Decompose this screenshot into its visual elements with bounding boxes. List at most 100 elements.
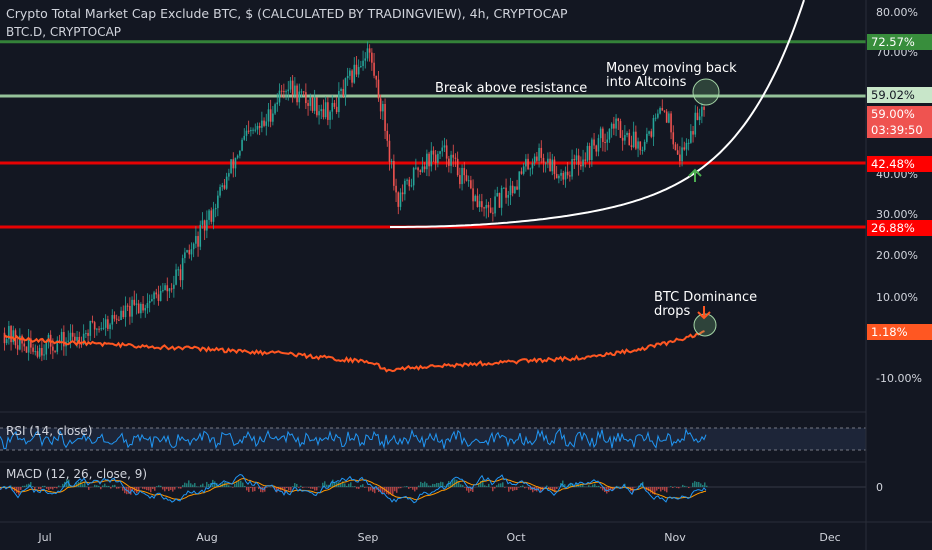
candle-body — [419, 170, 422, 172]
macd-histogram-bar — [418, 485, 420, 487]
macd-histogram-bar — [164, 487, 166, 492]
macd-histogram-bar — [500, 483, 502, 487]
candle-body — [329, 111, 331, 120]
macd-histogram-bar — [654, 487, 656, 495]
macd-histogram-bar — [152, 487, 154, 489]
candle-body — [96, 328, 98, 330]
candle-body — [133, 299, 136, 305]
macd-histogram-bar — [170, 487, 172, 490]
macd-histogram-bar — [158, 485, 160, 487]
macd-histogram-bar — [554, 487, 556, 493]
macd-histogram-bar — [570, 482, 572, 487]
macd-histogram-bar — [206, 481, 208, 487]
macd-histogram-bar — [214, 481, 216, 487]
macd-histogram-bar — [172, 487, 174, 492]
macd-histogram-bar — [666, 487, 668, 493]
macd-histogram-bar — [552, 487, 554, 491]
macd-histogram-bar — [436, 482, 438, 487]
candle-body — [179, 269, 182, 281]
macd-histogram-bar — [468, 487, 470, 493]
candle-body — [140, 303, 142, 314]
candle-body — [683, 147, 686, 150]
macd-histogram-bar — [236, 481, 238, 487]
candle-body — [148, 301, 151, 303]
candle-body — [195, 236, 197, 244]
candle-body — [558, 175, 560, 179]
up-arrow-icon — [688, 168, 702, 182]
macd-histogram-bar — [520, 486, 522, 487]
candle-body — [225, 176, 228, 189]
macd-histogram-bar — [58, 485, 60, 487]
macd-histogram-bar — [362, 484, 364, 487]
macd-line — [0, 473, 707, 504]
candle-body — [529, 168, 532, 170]
macd-histogram-bar — [354, 486, 356, 487]
macd-histogram-bar — [692, 482, 694, 487]
candle-body — [401, 192, 404, 195]
macd-histogram-bar — [334, 482, 336, 487]
candle-body — [228, 173, 230, 177]
macd-histogram-bar — [282, 487, 284, 491]
macd-histogram-bar — [702, 485, 704, 487]
highlight-circle-altcoins — [692, 78, 720, 106]
candle-body — [87, 333, 89, 336]
candle-body — [118, 319, 120, 321]
macd-histogram-bar — [410, 487, 412, 488]
macd-histogram-bar — [364, 487, 366, 488]
candle-body — [256, 125, 259, 130]
macd-histogram-bar — [600, 487, 602, 489]
macd-histogram-bar — [84, 482, 86, 487]
candle-body — [536, 156, 538, 161]
macd-histogram-bar — [250, 487, 252, 489]
candle-body — [245, 130, 248, 136]
macd-histogram-bar — [336, 482, 338, 487]
macd-histogram-bar — [26, 484, 28, 487]
macd-histogram-bar — [438, 483, 440, 487]
candle-body — [685, 142, 688, 150]
candle-body — [542, 157, 545, 163]
candle-body — [45, 341, 48, 355]
macd-histogram-bar — [496, 485, 498, 487]
candle-body — [580, 164, 582, 167]
candle-body — [142, 303, 144, 311]
candle-body — [38, 348, 41, 357]
candle-body — [628, 132, 631, 146]
candle-body — [463, 167, 466, 176]
candle-body — [388, 140, 391, 162]
macd-histogram-bar — [88, 487, 90, 490]
candle-body — [454, 157, 457, 159]
candle-body — [25, 346, 28, 353]
candle-body — [155, 292, 158, 295]
candle-body — [562, 172, 565, 180]
macd-histogram-bar — [316, 487, 318, 491]
macd-histogram-bar — [286, 487, 288, 488]
macd-histogram-bar — [82, 484, 84, 487]
macd-histogram-bar — [656, 487, 658, 491]
macd-histogram-bar — [486, 486, 488, 487]
macd-histogram-bar — [406, 486, 408, 487]
macd-histogram-bar — [94, 484, 96, 487]
macd-histogram-bar — [678, 487, 680, 489]
macd-histogram-bar — [66, 479, 68, 487]
candle-body — [32, 347, 34, 352]
macd-histogram-bar — [454, 479, 456, 487]
macd-histogram-bar — [298, 487, 300, 488]
candle-body — [434, 154, 437, 163]
candle-body — [395, 185, 397, 193]
macd-histogram-bar — [404, 486, 406, 487]
candle-body — [597, 138, 600, 152]
candle-body — [261, 120, 263, 128]
candle-body — [509, 185, 512, 195]
candle-body — [553, 159, 556, 174]
macd-histogram-bar — [390, 487, 392, 494]
candle-body — [595, 145, 598, 152]
macd-histogram-bar — [442, 482, 444, 487]
macd-histogram-bar — [188, 480, 190, 487]
candle-body — [109, 324, 111, 329]
candle-body — [551, 159, 554, 172]
candle-body — [514, 186, 516, 194]
candle-body — [610, 123, 613, 129]
candle-body — [203, 220, 206, 231]
candle-body — [476, 195, 479, 207]
